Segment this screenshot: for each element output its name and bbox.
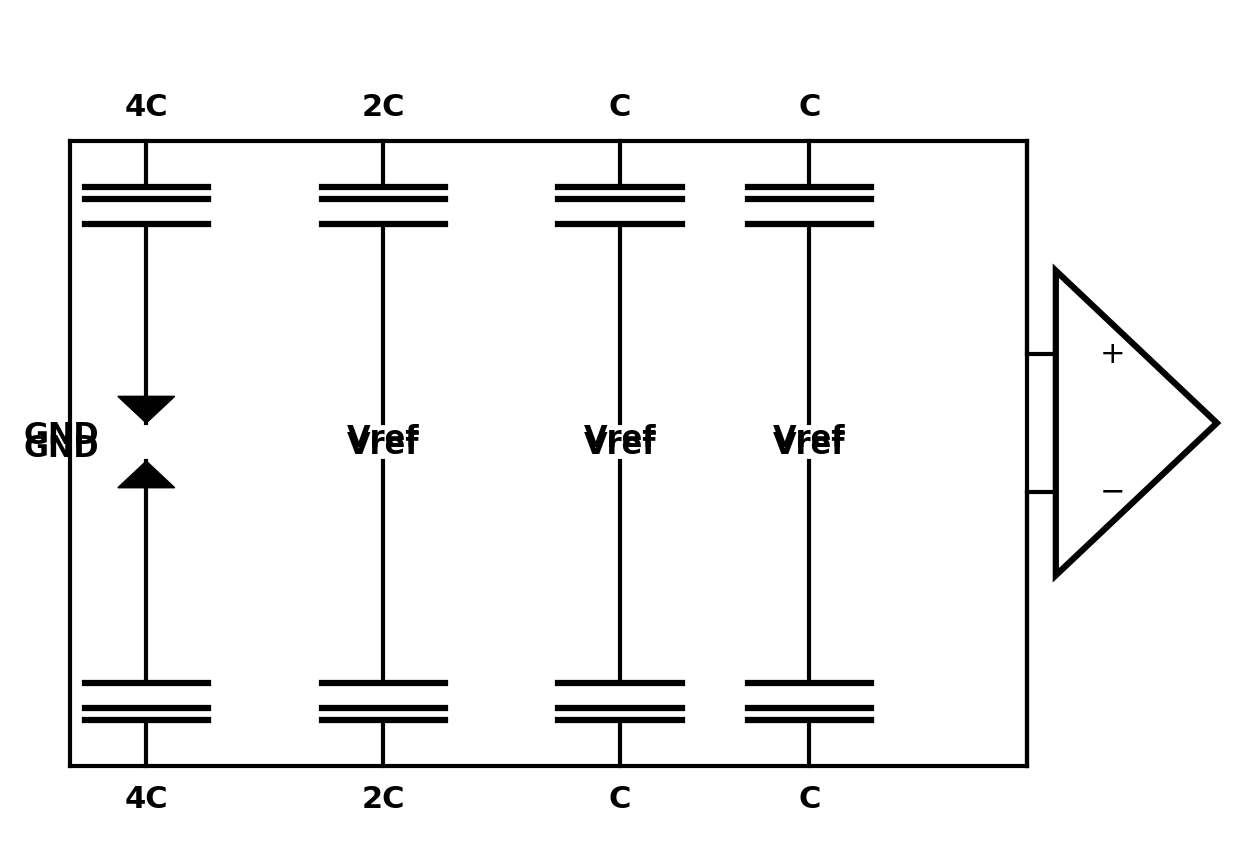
Text: Vref: Vref [774,425,846,453]
Text: Vref: Vref [584,425,656,453]
Text: C: C [799,785,821,814]
Text: GND: GND [24,420,99,450]
Polygon shape [118,461,175,488]
Text: −: − [1100,477,1126,506]
Text: C: C [799,93,821,122]
Text: GND: GND [24,435,99,464]
Text: Vref: Vref [347,425,419,453]
Polygon shape [1055,271,1216,575]
Text: 4C: 4C [124,785,169,814]
Text: Vref: Vref [584,431,656,459]
Polygon shape [118,396,175,423]
Text: 4C: 4C [124,93,169,122]
Text: 2C: 2C [361,93,405,122]
Text: 2C: 2C [361,785,405,814]
Text: C: C [609,785,631,814]
Text: Vref: Vref [774,431,846,459]
Text: C: C [609,93,631,122]
Text: Vref: Vref [347,431,419,459]
Text: +: + [1100,340,1126,369]
